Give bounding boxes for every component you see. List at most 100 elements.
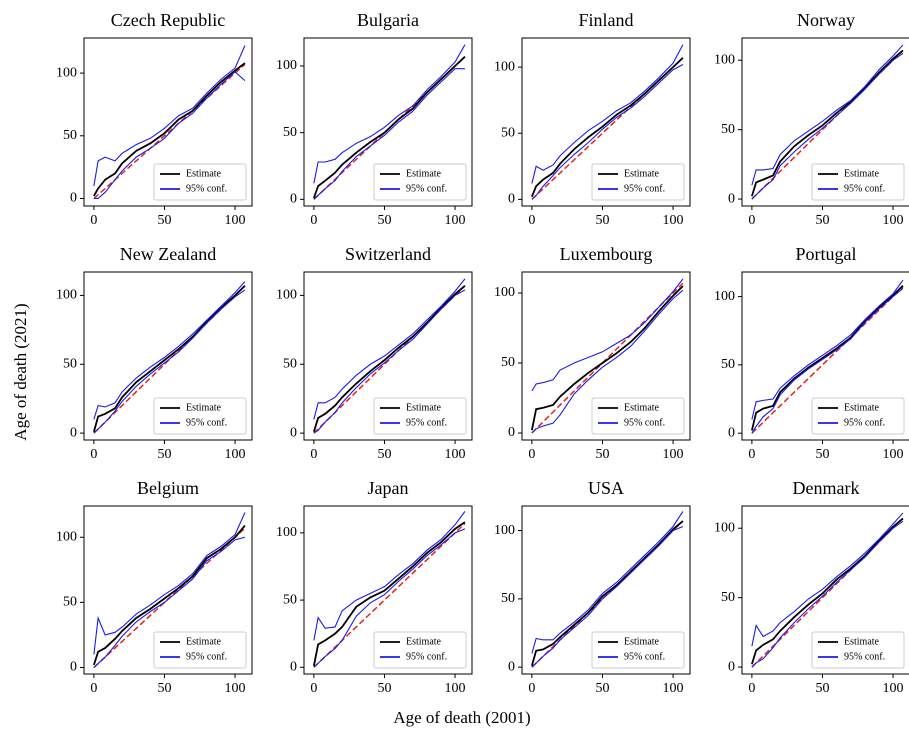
y-tick-label: 0	[508, 425, 515, 440]
x-tick-label: 100	[445, 213, 466, 228]
conf-upper-line	[313, 278, 466, 420]
conf-lower-line	[93, 289, 246, 434]
x-tick-label: 100	[883, 681, 904, 696]
legend-label: Estimate	[624, 168, 660, 179]
y-axis-label: Age of death (2021)	[11, 303, 30, 440]
conf-upper-line	[313, 44, 466, 184]
subplot-title: Switzerland	[345, 244, 431, 264]
x-tick-label: 50	[157, 681, 171, 696]
plot-area	[751, 44, 904, 200]
estimate-line	[313, 56, 466, 199]
axes-frame	[741, 271, 909, 441]
x-tick-label: 100	[663, 447, 684, 462]
x-tick-label: 50	[815, 213, 829, 228]
y-tick-label: 50	[501, 355, 515, 370]
estimate-line	[530, 285, 684, 431]
plot-area	[531, 44, 684, 200]
y-tick-label: 0	[70, 425, 77, 440]
reference-line	[93, 63, 246, 200]
subplot-title: Denmark	[793, 478, 860, 498]
legend-label: 95% conf.	[844, 651, 885, 662]
conf-lower-line	[93, 536, 246, 668]
y-tick-label: 100	[56, 288, 77, 303]
y-tick-label: 50	[721, 357, 735, 372]
estimate-line	[93, 524, 246, 666]
subplot-title: Japan	[368, 478, 409, 498]
y-tick-label: 0	[290, 425, 297, 440]
x-tick-label: 50	[595, 213, 609, 228]
legend-box	[811, 163, 905, 201]
plot-area	[313, 278, 466, 434]
legend-label: 95% conf.	[186, 183, 227, 194]
y-tick-label: 100	[494, 285, 515, 300]
x-tick-label: 0	[528, 213, 535, 228]
y-tick-label: 100	[714, 520, 735, 535]
legend-label: Estimate	[186, 636, 222, 647]
plot-area	[93, 45, 246, 200]
x-tick-label: 100	[225, 681, 246, 696]
estimate-line	[531, 57, 684, 198]
y-tick-label: 50	[501, 591, 515, 606]
legend-box	[591, 631, 685, 669]
conf-lower-line	[531, 289, 684, 434]
x-tick-label: 100	[225, 213, 246, 228]
subplot-title: Luxembourg	[560, 244, 653, 264]
legend-label: 95% conf.	[406, 651, 447, 662]
y-tick-label: 50	[63, 356, 77, 371]
x-tick-label: 0	[90, 447, 97, 462]
conf-lower-line	[751, 520, 904, 668]
y-tick-label: 0	[508, 192, 515, 207]
y-tick-label: 0	[290, 659, 297, 674]
y-tick-label: 0	[728, 425, 735, 440]
legend-label: Estimate	[624, 402, 660, 413]
y-tick-label: 100	[494, 59, 515, 74]
y-tick-label: 100	[714, 52, 735, 67]
x-tick-label: 0	[310, 681, 317, 696]
x-tick-label: 50	[157, 213, 171, 228]
legend-label: 95% conf.	[406, 183, 447, 194]
plot-area	[530, 278, 684, 434]
x-tick-label: 100	[883, 213, 904, 228]
legend-box	[811, 631, 905, 669]
conf-upper-line	[93, 45, 246, 187]
axes-frame	[303, 505, 473, 675]
x-tick-label: 50	[157, 447, 171, 462]
plot-area	[93, 512, 246, 669]
plot-area	[751, 279, 904, 434]
legend-label: 95% conf.	[186, 417, 227, 428]
x-tick-label: 100	[663, 213, 684, 228]
y-tick-label: 0	[728, 191, 735, 206]
conf-upper-line	[531, 278, 684, 392]
x-tick-label: 0	[528, 681, 535, 696]
conf-lower-line	[531, 63, 684, 200]
legend-label: Estimate	[844, 402, 880, 413]
legend-box	[373, 631, 467, 669]
x-tick-label: 50	[377, 447, 391, 462]
legend-label: Estimate	[844, 168, 880, 179]
conf-lower-line	[751, 287, 904, 434]
legend-box	[591, 163, 685, 201]
legend-label: Estimate	[406, 168, 442, 179]
axes-frame	[83, 37, 253, 207]
y-tick-label: 0	[70, 660, 77, 675]
y-tick-label: 100	[56, 65, 77, 80]
legend-label: Estimate	[624, 636, 660, 647]
legend-box	[591, 397, 685, 435]
subplot-title: Czech Republic	[111, 10, 225, 30]
y-tick-label: 0	[508, 659, 515, 674]
conf-upper-line	[531, 44, 684, 184]
x-tick-label: 100	[225, 447, 246, 462]
subplot-title: New Zealand	[120, 244, 216, 264]
legend-box	[373, 163, 467, 201]
conf-lower-line	[313, 68, 465, 200]
y-tick-label: 100	[276, 288, 297, 303]
legend-label: Estimate	[186, 168, 222, 179]
x-tick-label: 0	[748, 447, 755, 462]
estimate-line	[531, 520, 684, 667]
conf-upper-line	[751, 512, 904, 647]
subplot-title: Norway	[797, 10, 855, 30]
x-axis-label: Age of death (2001)	[393, 708, 530, 727]
conf-lower-line	[93, 71, 246, 200]
y-tick-label: 100	[714, 289, 735, 304]
